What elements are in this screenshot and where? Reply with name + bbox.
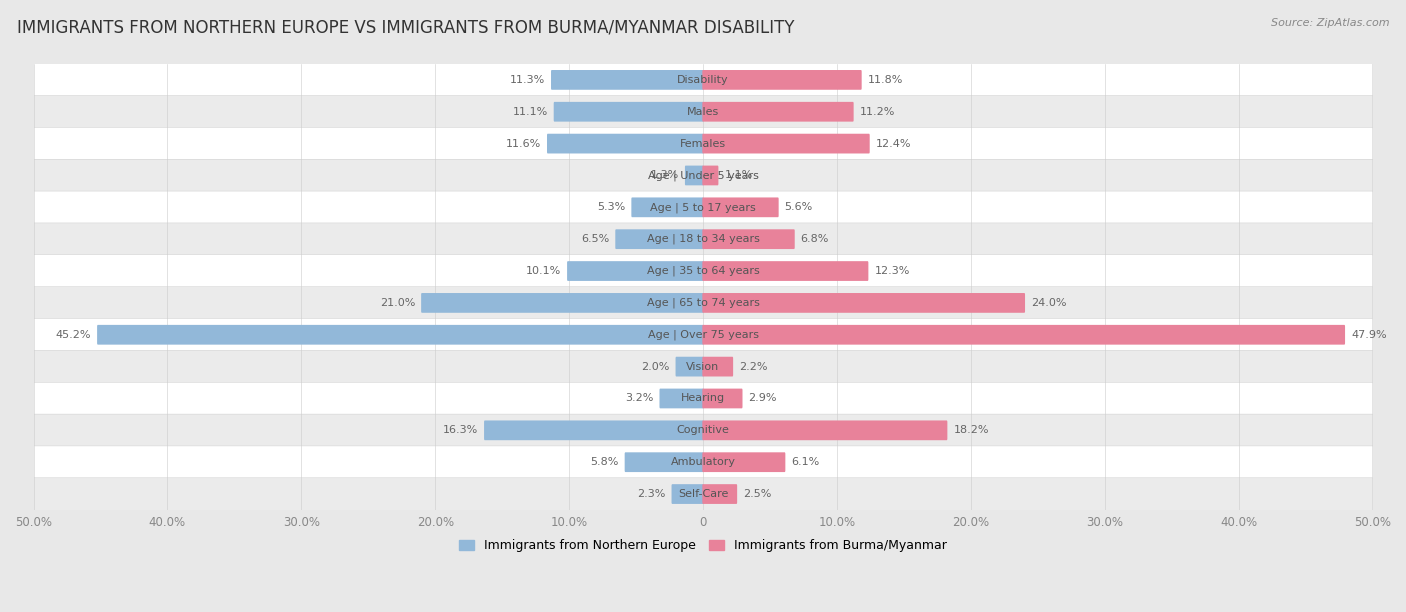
Text: Disability: Disability (678, 75, 728, 85)
Text: 11.2%: 11.2% (859, 106, 896, 117)
FancyBboxPatch shape (631, 198, 703, 217)
FancyBboxPatch shape (703, 166, 718, 185)
Text: Vision: Vision (686, 362, 720, 371)
FancyBboxPatch shape (34, 191, 1372, 223)
Text: 6.1%: 6.1% (792, 457, 820, 467)
FancyBboxPatch shape (34, 159, 1372, 192)
Text: 2.5%: 2.5% (744, 489, 772, 499)
Text: 11.8%: 11.8% (868, 75, 903, 85)
FancyBboxPatch shape (34, 255, 1372, 287)
FancyBboxPatch shape (97, 325, 703, 345)
Text: 21.0%: 21.0% (380, 298, 415, 308)
FancyBboxPatch shape (703, 70, 862, 90)
FancyBboxPatch shape (484, 420, 703, 440)
Text: Source: ZipAtlas.com: Source: ZipAtlas.com (1271, 18, 1389, 28)
Text: 5.6%: 5.6% (785, 203, 813, 212)
Text: 6.8%: 6.8% (801, 234, 830, 244)
Text: 2.9%: 2.9% (748, 394, 778, 403)
Text: 2.0%: 2.0% (641, 362, 669, 371)
FancyBboxPatch shape (551, 70, 703, 90)
FancyBboxPatch shape (567, 261, 703, 281)
FancyBboxPatch shape (685, 166, 703, 185)
FancyBboxPatch shape (547, 134, 703, 154)
Text: 12.3%: 12.3% (875, 266, 910, 276)
Text: Age | 65 to 74 years: Age | 65 to 74 years (647, 297, 759, 308)
Text: Age | 35 to 64 years: Age | 35 to 64 years (647, 266, 759, 276)
FancyBboxPatch shape (34, 286, 1372, 319)
Text: 10.1%: 10.1% (526, 266, 561, 276)
Text: 1.3%: 1.3% (651, 171, 679, 181)
Text: 18.2%: 18.2% (953, 425, 988, 435)
FancyBboxPatch shape (703, 198, 779, 217)
FancyBboxPatch shape (703, 389, 742, 408)
FancyBboxPatch shape (34, 223, 1372, 255)
Text: Age | Under 5 years: Age | Under 5 years (648, 170, 758, 181)
Text: 16.3%: 16.3% (443, 425, 478, 435)
Text: 11.1%: 11.1% (512, 106, 548, 117)
Text: 5.8%: 5.8% (591, 457, 619, 467)
FancyBboxPatch shape (703, 357, 733, 376)
Text: Cognitive: Cognitive (676, 425, 730, 435)
FancyBboxPatch shape (34, 127, 1372, 160)
Text: 11.3%: 11.3% (510, 75, 546, 85)
Text: 2.2%: 2.2% (740, 362, 768, 371)
Text: Self-Care: Self-Care (678, 489, 728, 499)
Text: Age | 5 to 17 years: Age | 5 to 17 years (650, 202, 756, 212)
FancyBboxPatch shape (703, 293, 1025, 313)
FancyBboxPatch shape (703, 134, 870, 154)
FancyBboxPatch shape (703, 325, 1346, 345)
FancyBboxPatch shape (703, 452, 786, 472)
Text: Age | Over 75 years: Age | Over 75 years (648, 329, 758, 340)
FancyBboxPatch shape (703, 230, 794, 249)
Text: Hearing: Hearing (681, 394, 725, 403)
FancyBboxPatch shape (672, 484, 703, 504)
FancyBboxPatch shape (703, 102, 853, 122)
Text: Males: Males (688, 106, 718, 117)
Text: Females: Females (681, 138, 725, 149)
Text: 6.5%: 6.5% (581, 234, 609, 244)
FancyBboxPatch shape (703, 261, 869, 281)
FancyBboxPatch shape (624, 452, 703, 472)
FancyBboxPatch shape (34, 382, 1372, 415)
Text: Ambulatory: Ambulatory (671, 457, 735, 467)
Text: 5.3%: 5.3% (598, 203, 626, 212)
FancyBboxPatch shape (34, 95, 1372, 128)
Text: Age | 18 to 34 years: Age | 18 to 34 years (647, 234, 759, 244)
Text: 45.2%: 45.2% (56, 330, 91, 340)
Text: 47.9%: 47.9% (1351, 330, 1386, 340)
Text: 1.1%: 1.1% (724, 171, 752, 181)
Legend: Immigrants from Northern Europe, Immigrants from Burma/Myanmar: Immigrants from Northern Europe, Immigra… (454, 534, 952, 558)
FancyBboxPatch shape (34, 414, 1372, 447)
FancyBboxPatch shape (703, 420, 948, 440)
FancyBboxPatch shape (616, 230, 703, 249)
FancyBboxPatch shape (34, 446, 1372, 479)
FancyBboxPatch shape (703, 484, 737, 504)
FancyBboxPatch shape (675, 357, 703, 376)
FancyBboxPatch shape (554, 102, 703, 122)
Text: 2.3%: 2.3% (637, 489, 665, 499)
FancyBboxPatch shape (34, 350, 1372, 383)
FancyBboxPatch shape (34, 64, 1372, 96)
Text: IMMIGRANTS FROM NORTHERN EUROPE VS IMMIGRANTS FROM BURMA/MYANMAR DISABILITY: IMMIGRANTS FROM NORTHERN EUROPE VS IMMIG… (17, 18, 794, 36)
FancyBboxPatch shape (422, 293, 703, 313)
Text: 11.6%: 11.6% (506, 138, 541, 149)
FancyBboxPatch shape (659, 389, 703, 408)
Text: 24.0%: 24.0% (1031, 298, 1067, 308)
FancyBboxPatch shape (34, 478, 1372, 510)
FancyBboxPatch shape (34, 318, 1372, 351)
Text: 12.4%: 12.4% (876, 138, 911, 149)
Text: 3.2%: 3.2% (626, 394, 654, 403)
